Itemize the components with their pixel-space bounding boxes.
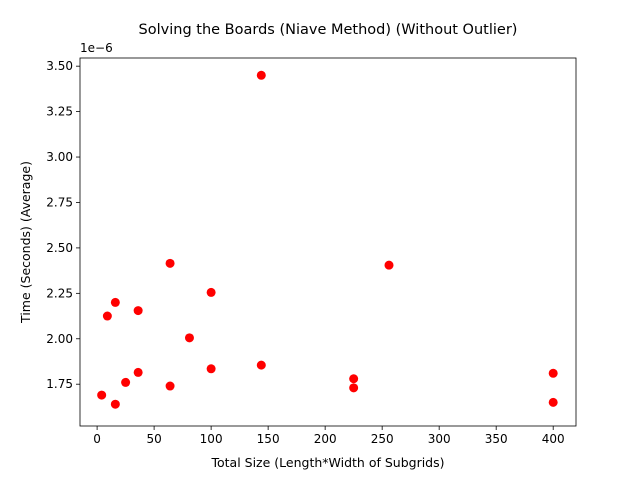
y-tick-label: 3.00 xyxy=(46,150,73,164)
data-point xyxy=(349,383,359,393)
y-tick-label: 3.25 xyxy=(46,105,73,119)
data-point xyxy=(548,368,558,378)
y-tick-label: 2.00 xyxy=(46,332,73,346)
data-point xyxy=(548,397,558,407)
plot-frame xyxy=(79,57,577,427)
y-tick-label: 2.75 xyxy=(46,195,73,209)
y-tick-label: 2.25 xyxy=(46,286,73,300)
x-tick-label: 200 xyxy=(314,432,337,446)
x-tick-label: 150 xyxy=(257,432,280,446)
x-tick-label: 350 xyxy=(485,432,508,446)
plot-area: 0 50 100 150 200 250 300 350 400 1.75 2.00 2.25 2.50… xyxy=(46,57,577,446)
chart-title: Solving the Boards (Niave Method) (Witho… xyxy=(139,22,518,38)
data-point xyxy=(256,360,266,370)
x-tick-label: 50 xyxy=(146,432,161,446)
data-point xyxy=(133,306,143,316)
x-axis-label: Total Size (Length*Width of Subgrids) xyxy=(210,455,444,470)
y-axis-label: Time (Seconds) (Average) xyxy=(18,161,33,324)
data-point xyxy=(165,381,175,391)
data-point xyxy=(110,297,120,307)
y-tick-label: 3.50 xyxy=(46,59,73,73)
x-tick-label: 100 xyxy=(200,432,223,446)
data-point xyxy=(133,367,143,377)
data-point xyxy=(206,287,216,297)
data-point xyxy=(97,390,107,400)
data-point xyxy=(206,364,216,374)
data-point xyxy=(121,377,131,387)
data-point xyxy=(256,70,266,80)
x-tick-label: 300 xyxy=(428,432,451,446)
data-point xyxy=(349,374,359,384)
data-point xyxy=(184,333,194,343)
y-tick-label: 2.50 xyxy=(46,241,73,255)
data-point xyxy=(384,260,394,270)
x-tick-label: 250 xyxy=(371,432,394,446)
data-point xyxy=(110,399,120,409)
y-tick-label: 1.75 xyxy=(46,377,73,391)
x-tick-label: 0 xyxy=(93,432,101,446)
data-point xyxy=(102,311,112,321)
x-tick-label: 400 xyxy=(542,432,565,446)
y-offset-label: 1e−6 xyxy=(80,41,113,55)
data-point xyxy=(165,258,175,268)
